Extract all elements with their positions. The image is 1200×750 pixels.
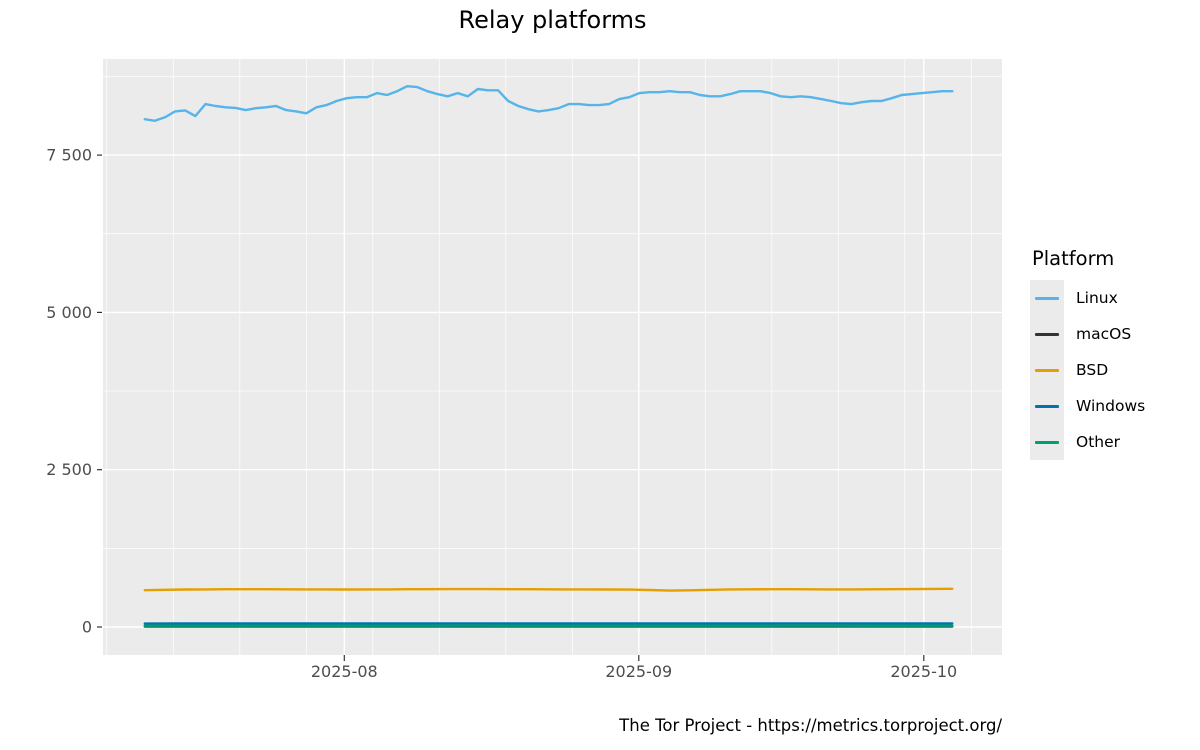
legend-label: Windows [1076,397,1146,415]
legend-key-icon [1030,280,1064,316]
legend-label: BSD [1076,361,1109,379]
y-axis-label: 7 500 [46,146,92,165]
legend-key-icon [1030,424,1064,460]
legend-key-icon [1030,388,1064,424]
x-axis-label: 2025-10 [890,662,957,681]
legend-item-linux: Linux [1030,280,1145,316]
legend-label: macOS [1076,325,1132,343]
y-axis-label: 5 000 [46,303,92,322]
legend-title: Platform [1032,247,1115,270]
legend-label: Linux [1076,289,1118,307]
legend-items: Linux macOS BSD Windows Other [1030,280,1145,460]
legend-item-other: Other [1030,424,1145,460]
series-line-bsd [143,587,954,592]
legend-label: Other [1076,433,1121,451]
y-axis-label: 2 500 [46,460,92,479]
legend: Platform Linux macOS BSD Windows Other [1030,247,1145,460]
series-line-linux [143,84,954,123]
chart-title: Relay platforms [458,6,647,34]
legend-key-icon [1030,352,1064,388]
chart-caption: The Tor Project - https://metrics.torpro… [619,716,1002,735]
legend-item-bsd: BSD [1030,352,1145,388]
legend-key-icon [1030,316,1064,352]
legend-item-macos: macOS [1030,316,1145,352]
x-axis-label: 2025-09 [605,662,672,681]
legend-item-windows: Windows [1030,388,1145,424]
x-axis-label: 2025-08 [311,662,378,681]
y-axis-label: 0 [82,618,92,637]
panel-background [103,59,1002,655]
